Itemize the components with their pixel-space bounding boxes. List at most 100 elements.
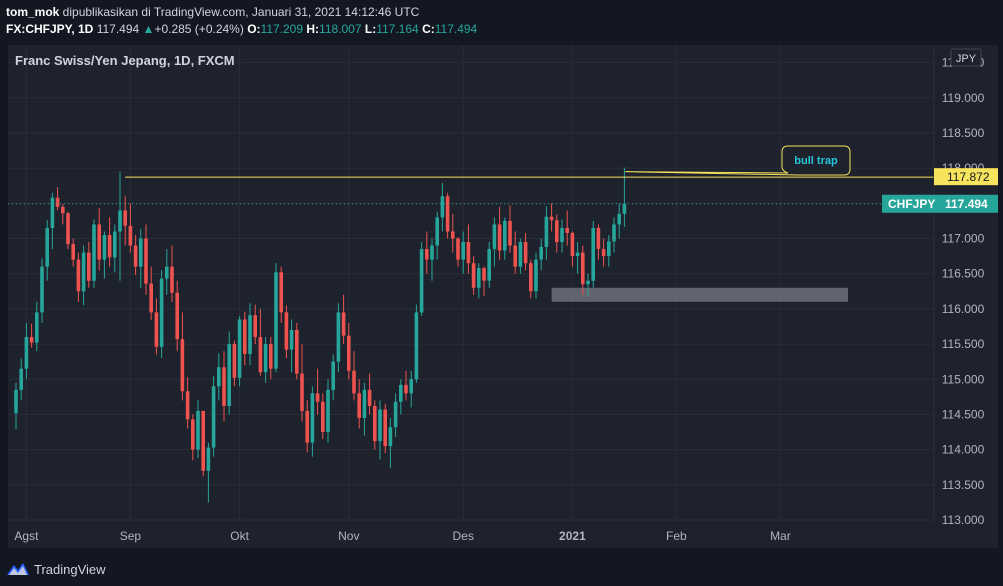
candle-body	[617, 213, 621, 225]
annotation-callout[interactable]: bull trap	[625, 145, 851, 176]
candle-body	[300, 373, 304, 411]
candle-body	[409, 379, 413, 394]
candle-body	[419, 249, 424, 313]
candle-body	[35, 312, 39, 343]
price-tick-label: 114.500	[942, 407, 985, 421]
price-tick-label: 115.000	[942, 372, 985, 386]
candle-body	[191, 419, 195, 450]
candle-body	[128, 225, 133, 246]
time-tick-label: Feb	[666, 529, 687, 543]
open-value: 117.209	[260, 22, 304, 36]
symbol-label: FX:CHFJPY, 1D	[6, 22, 94, 36]
candle-body	[149, 283, 153, 313]
candle-body	[570, 232, 575, 257]
candle-body	[383, 409, 387, 447]
candle-body	[81, 252, 86, 292]
candle-body	[378, 409, 382, 442]
price-tick-label: 115.500	[942, 337, 985, 351]
price-tick-label: 116.500	[942, 267, 985, 281]
price-tick-label: 119.000	[942, 91, 985, 105]
candle-body	[487, 249, 491, 281]
candle-body	[243, 319, 247, 354]
low-label: L:	[364, 22, 377, 36]
candle-body	[331, 361, 335, 390]
candle-body	[341, 312, 346, 336]
candle-body	[50, 197, 55, 228]
candle-body	[456, 238, 460, 260]
resistance-tag-text: 117.872	[947, 170, 990, 184]
published-text: dipublikasikan di TradingView.com, Janua…	[59, 5, 420, 19]
currency-box[interactable]: JPY	[950, 48, 982, 67]
candle-body	[118, 210, 122, 232]
candle-body	[45, 227, 49, 267]
change-arrow-icon: ▲	[142, 22, 155, 36]
candle-body	[539, 246, 543, 260]
price-tick-label: 118.500	[942, 126, 985, 140]
tradingview-brand[interactable]: TradingView	[34, 561, 106, 577]
candle-body	[482, 268, 486, 281]
price-chart[interactable]: bull trap Franc Swiss/Yen Jepang, 1D, FX…	[8, 45, 998, 548]
candle-body	[263, 344, 268, 373]
candle-body	[513, 245, 517, 267]
candle-body	[66, 213, 70, 245]
last-price-value: 117.494	[945, 197, 988, 211]
change-value: +0.285 (+0.24%)	[154, 22, 244, 36]
candle-body	[180, 339, 185, 392]
author-name[interactable]: tom_mok	[6, 5, 60, 19]
symbol-info: FX:CHFJPY, 1D 117.494 ▲+0.285 (+0.24%) O…	[6, 22, 477, 36]
candle-body	[102, 235, 107, 260]
candle-body	[477, 268, 481, 288]
candle-body	[170, 266, 174, 293]
price-tick-label: 113.500	[942, 478, 985, 492]
candle-body	[61, 206, 65, 214]
candle-body	[310, 393, 315, 443]
candle-body	[357, 393, 361, 418]
chart-title: Franc Swiss/Yen Jepang, 1D, FXCM	[15, 53, 235, 68]
time-axis[interactable]: Agst Sep Okt Nov Des 2021 Feb Mar	[14, 529, 790, 543]
candle-body	[367, 389, 372, 406]
candle-body	[123, 210, 127, 226]
last-value: 117.494	[96, 22, 140, 36]
candle-body	[373, 406, 377, 442]
candle-body	[217, 367, 221, 387]
candle-body	[55, 197, 60, 207]
candle-body	[29, 337, 34, 343]
grid-lines	[8, 45, 934, 521]
tradingview-logo-icon[interactable]	[6, 562, 30, 576]
last-price-tag: CHFJPY 117.494	[882, 194, 998, 213]
candle-body	[440, 196, 445, 218]
candle-body	[622, 203, 627, 214]
price-axis[interactable]: 119.500119.000118.500118.000117.500117.0…	[942, 56, 985, 527]
candle-body	[24, 337, 29, 369]
candle-body	[497, 224, 502, 251]
candle-body	[393, 401, 398, 428]
time-tick-label: Nov	[338, 529, 359, 543]
candle-body	[503, 220, 507, 251]
time-tick-label: 2021	[559, 529, 586, 543]
price-tick-label: 113.000	[942, 513, 985, 527]
candle-body	[76, 259, 81, 292]
candle-body	[154, 312, 159, 347]
candle-body	[591, 227, 595, 281]
candle-body	[113, 231, 117, 258]
candle-body	[165, 266, 169, 279]
candle-body	[352, 370, 356, 394]
support-zone[interactable]	[551, 287, 848, 302]
candle-body	[295, 330, 299, 374]
candle-body	[549, 216, 554, 221]
candle-body	[248, 315, 252, 354]
candle-body	[596, 227, 601, 250]
time-tick-label: Agst	[14, 529, 39, 543]
candle-body	[404, 384, 408, 394]
time-tick-label: Mar	[770, 529, 791, 543]
candle-body	[107, 235, 112, 258]
candle-body	[586, 280, 590, 285]
candle-body	[430, 245, 434, 260]
chart-panel[interactable]: bull trap Franc Swiss/Yen Jepang, 1D, FX…	[8, 45, 998, 548]
price-tick-label: 117.000	[942, 232, 985, 246]
candle-body	[336, 312, 341, 362]
time-tick-label: Sep	[120, 529, 142, 543]
candle-body	[466, 242, 471, 264]
candle-body	[445, 196, 450, 232]
candle-body	[607, 241, 611, 257]
